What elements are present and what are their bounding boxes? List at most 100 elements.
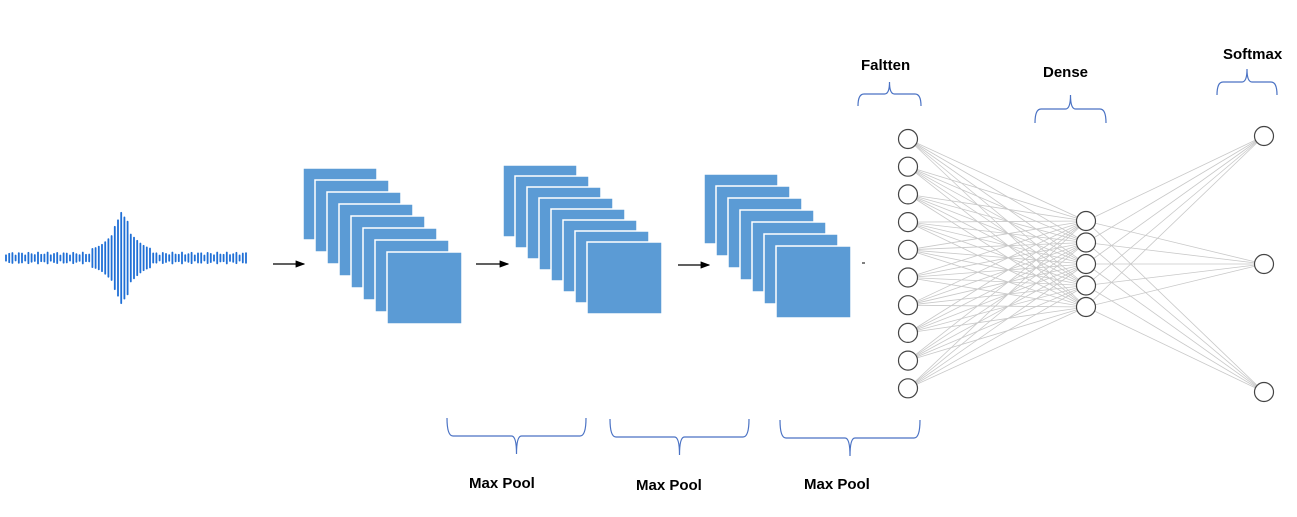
connection bbox=[907, 220, 1087, 361]
connection bbox=[907, 221, 1087, 265]
feature-map-stack-3 bbox=[703, 173, 852, 319]
connection bbox=[907, 220, 1087, 223]
connection bbox=[907, 194, 1087, 265]
max-pool-brace-1 bbox=[446, 417, 587, 455]
flatten-node bbox=[897, 378, 919, 399]
audio-waveform bbox=[5, 211, 247, 305]
flatten-node bbox=[897, 239, 919, 260]
connection bbox=[1085, 263, 1265, 286]
max-pool-brace-2 bbox=[609, 418, 750, 456]
feature-map-stack-2 bbox=[502, 164, 663, 315]
connection bbox=[1085, 285, 1265, 393]
connection bbox=[907, 304, 1087, 308]
flatten-node bbox=[897, 128, 919, 150]
flatten-brace bbox=[857, 81, 922, 107]
connection bbox=[907, 242, 1087, 361]
network-connections bbox=[907, 135, 1265, 393]
dense-brace bbox=[1034, 94, 1107, 124]
feature-map bbox=[775, 245, 852, 319]
connection bbox=[907, 166, 1087, 243]
layer-braces bbox=[446, 68, 1278, 457]
connection bbox=[907, 242, 1087, 278]
softmax-node bbox=[1253, 253, 1275, 275]
connection bbox=[907, 277, 1087, 286]
connection bbox=[907, 166, 1087, 265]
max-pool-label-1: Max Pool bbox=[469, 475, 535, 492]
connection bbox=[907, 242, 1087, 306]
connection bbox=[907, 249, 1087, 265]
softmax-brace bbox=[1216, 68, 1278, 96]
connection bbox=[907, 285, 1087, 306]
connection bbox=[907, 194, 1087, 222]
flatten-node bbox=[897, 295, 919, 316]
dense-node bbox=[1075, 275, 1097, 296]
connection bbox=[907, 220, 1087, 389]
connection bbox=[1085, 242, 1265, 393]
feature-map-stack-1 bbox=[302, 167, 463, 325]
flatten-node bbox=[897, 184, 919, 205]
flatten-node bbox=[897, 350, 919, 371]
connection bbox=[907, 220, 1087, 306]
connection bbox=[907, 138, 1087, 308]
connection bbox=[907, 221, 1087, 308]
connection bbox=[907, 242, 1087, 334]
flatten-node bbox=[897, 322, 919, 343]
connection bbox=[907, 306, 1087, 361]
connection bbox=[1085, 135, 1265, 222]
connection bbox=[907, 166, 1087, 308]
connection bbox=[907, 138, 1087, 286]
connection bbox=[1085, 263, 1265, 393]
flatten-label: Faltten bbox=[861, 57, 911, 74]
connection bbox=[907, 263, 1087, 334]
dense-node bbox=[1075, 296, 1097, 318]
connection bbox=[907, 221, 1087, 286]
connection bbox=[907, 263, 1087, 389]
connection bbox=[1085, 135, 1265, 286]
connection bbox=[907, 194, 1087, 308]
connection bbox=[907, 285, 1087, 361]
dense-node bbox=[1075, 232, 1097, 253]
flatten-node bbox=[897, 212, 919, 233]
connection bbox=[907, 220, 1087, 334]
softmax-label: Softmax bbox=[1223, 46, 1283, 63]
softmax-node bbox=[1253, 125, 1275, 147]
connection bbox=[907, 138, 1087, 265]
connection bbox=[1085, 135, 1265, 265]
connection bbox=[907, 166, 1087, 286]
dense-node bbox=[1075, 253, 1097, 275]
connection bbox=[1085, 306, 1265, 393]
connection bbox=[907, 220, 1087, 251]
connection bbox=[907, 242, 1087, 251]
connection bbox=[1085, 263, 1265, 308]
connection bbox=[907, 249, 1087, 286]
dense-node bbox=[1075, 210, 1097, 232]
softmax-node bbox=[1253, 381, 1275, 403]
connection bbox=[907, 285, 1087, 389]
dense-label: Dense bbox=[1043, 64, 1089, 81]
connection bbox=[907, 194, 1087, 286]
connection bbox=[1085, 220, 1265, 265]
connection bbox=[1085, 135, 1265, 243]
connection bbox=[907, 221, 1087, 243]
connection bbox=[907, 194, 1087, 243]
max-pool-label-3: Max Pool bbox=[804, 476, 870, 493]
max-pool-label-2: Max Pool bbox=[636, 477, 702, 494]
connection bbox=[907, 220, 1087, 278]
connection bbox=[907, 277, 1087, 308]
feature-map bbox=[586, 241, 663, 315]
connection bbox=[907, 166, 1087, 222]
feature-map bbox=[386, 251, 463, 325]
connection bbox=[907, 306, 1087, 389]
connection bbox=[907, 263, 1087, 306]
connection bbox=[1085, 135, 1265, 308]
connection bbox=[907, 242, 1087, 389]
network-nodes bbox=[897, 125, 1275, 403]
connection bbox=[907, 249, 1087, 308]
connection bbox=[907, 263, 1087, 361]
connection bbox=[1085, 242, 1265, 265]
connection bbox=[907, 263, 1087, 278]
connection bbox=[907, 138, 1087, 243]
max-pool-brace-3 bbox=[779, 419, 921, 457]
connection bbox=[907, 306, 1087, 334]
